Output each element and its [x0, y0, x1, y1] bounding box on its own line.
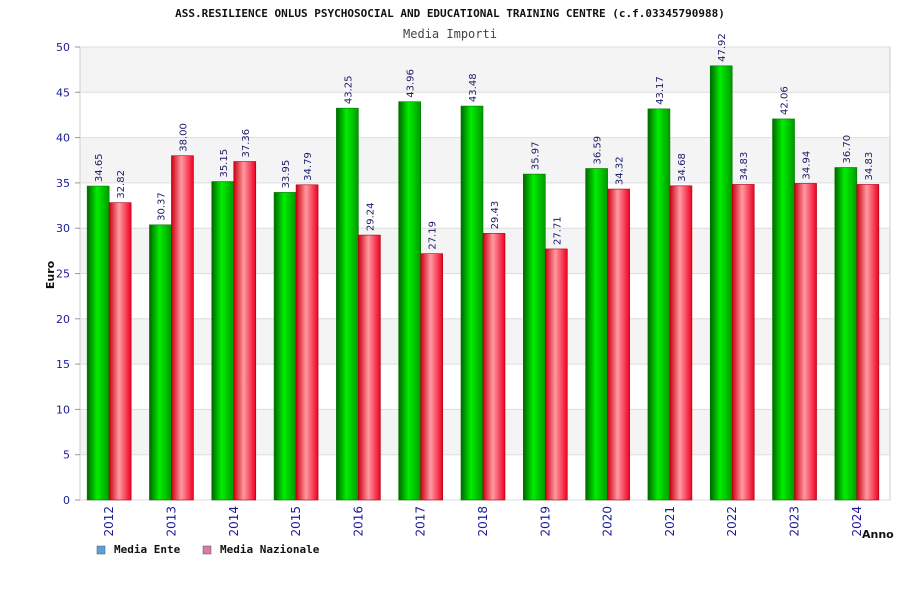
bar-media-ente — [273, 192, 297, 501]
value-label: 34.79 — [303, 152, 314, 181]
x-tick-label: 2023 — [788, 506, 802, 537]
bar-media-ente — [398, 101, 421, 501]
x-tick-label: 2014 — [227, 506, 241, 537]
value-label: 43.48 — [468, 73, 479, 102]
value-label: 43.96 — [406, 69, 417, 98]
value-label: 34.94 — [802, 151, 813, 180]
bar-media-ente — [772, 118, 795, 501]
bar-media-nazionale — [482, 233, 506, 501]
value-label: 27.71 — [552, 216, 563, 245]
y-axis-label: Euro — [44, 260, 57, 289]
legend: Media Ente Media Nazionale — [96, 543, 320, 556]
bar-media-ente — [460, 105, 484, 501]
x-tick-label: 2020 — [601, 506, 615, 537]
value-label: 43.17 — [655, 76, 666, 105]
bar-media-nazionale — [171, 155, 194, 501]
chart-subtitle: Media Importi — [403, 27, 497, 41]
y-tick-label: 0 — [63, 494, 70, 507]
y-tick-label: 30 — [56, 222, 70, 235]
y-tick-label: 20 — [56, 313, 70, 326]
value-label: 42.06 — [780, 86, 791, 115]
y-tick-label: 25 — [56, 268, 70, 281]
x-tick-label: 2012 — [102, 506, 116, 537]
value-label: 34.83 — [739, 152, 750, 181]
bar-media-ente — [834, 167, 858, 501]
bar-media-nazionale — [731, 184, 755, 501]
chart-title: ASS.RESILIENCE ONLUS PSYCHOSOCIAL AND ED… — [175, 7, 725, 20]
bar-media-nazionale — [856, 184, 880, 501]
value-label: 29.43 — [490, 201, 501, 230]
x-axis-label: Anno — [862, 528, 894, 541]
bar-media-ente — [336, 107, 359, 501]
y-tick-label: 45 — [56, 86, 70, 99]
plot-band — [80, 92, 890, 138]
value-label: 29.24 — [365, 202, 376, 231]
value-label: 34.65 — [94, 153, 105, 182]
x-tick-label: 2017 — [414, 506, 428, 537]
legend-swatch-media-nazionale — [202, 545, 212, 555]
value-label: 30.37 — [156, 192, 167, 221]
bar-media-nazionale — [233, 161, 257, 501]
x-axis-ticks: 2012 2013 2014 2015 2016 2017 2018 2019 2020 2021… — [102, 506, 864, 537]
bar-media-nazionale — [669, 185, 693, 501]
value-label: 34.83 — [864, 152, 875, 181]
value-label: 37.36 — [241, 129, 252, 158]
bar-media-ente — [647, 108, 671, 501]
bar-media-ente — [585, 168, 608, 501]
bar-media-ente — [709, 65, 733, 501]
x-tick-label: 2019 — [538, 506, 552, 537]
x-tick-label: 2021 — [663, 506, 677, 537]
bar-media-nazionale — [420, 253, 443, 501]
y-tick-label: 5 — [63, 449, 70, 462]
value-labels: 34.65 32.82 30.37 38.00 35.15 37.36 33.95 34.79… — [94, 33, 875, 249]
bar-media-ente — [523, 173, 546, 501]
bar-media-nazionale — [295, 184, 319, 501]
x-tick-label: 2024 — [850, 506, 864, 537]
value-label: 38.00 — [178, 123, 189, 152]
y-tick-label: 40 — [56, 132, 70, 145]
bar-media-nazionale — [607, 188, 630, 501]
bar-media-nazionale — [358, 234, 381, 501]
value-label: 36.70 — [842, 135, 853, 164]
x-tick-label: 2016 — [351, 506, 365, 537]
y-tick-label: 35 — [56, 177, 70, 190]
value-label: 33.95 — [281, 160, 292, 189]
plot-band — [80, 47, 890, 93]
bar-media-nazionale — [545, 248, 568, 501]
bars-group — [86, 65, 880, 501]
plot-band — [80, 182, 890, 229]
bar-media-nazionale — [794, 183, 817, 501]
value-label: 35.15 — [219, 149, 230, 178]
value-label: 34.32 — [615, 156, 626, 185]
value-label: 34.68 — [677, 153, 688, 182]
value-label: 43.25 — [343, 76, 354, 105]
x-tick-label: 2013 — [164, 506, 178, 537]
legend-label-media-nazionale: Media Nazionale — [220, 543, 320, 556]
legend-label-media-ente: Media Ente — [114, 543, 181, 556]
plot-band — [80, 137, 890, 183]
bar-media-ente — [211, 181, 235, 501]
y-tick-label: 10 — [56, 403, 70, 416]
value-label: 32.82 — [116, 170, 127, 199]
bar-media-nazionale — [108, 202, 132, 501]
value-label: 35.97 — [530, 141, 541, 170]
legend-swatch-media-ente — [96, 545, 106, 555]
value-label: 36.59 — [593, 136, 604, 165]
y-axis-ticks: 0 5 10 15 20 25 30 35 40 45 50 — [56, 41, 80, 507]
value-label: 27.19 — [428, 221, 439, 250]
x-tick-label: 2018 — [476, 506, 490, 537]
y-tick-label: 50 — [56, 41, 70, 54]
x-tick-label: 2015 — [289, 506, 303, 537]
bar-media-ente — [149, 224, 172, 501]
value-label: 47.92 — [717, 33, 728, 62]
x-tick-label: 2022 — [725, 506, 739, 537]
bar-media-ente — [86, 185, 110, 501]
y-tick-label: 15 — [56, 358, 70, 371]
